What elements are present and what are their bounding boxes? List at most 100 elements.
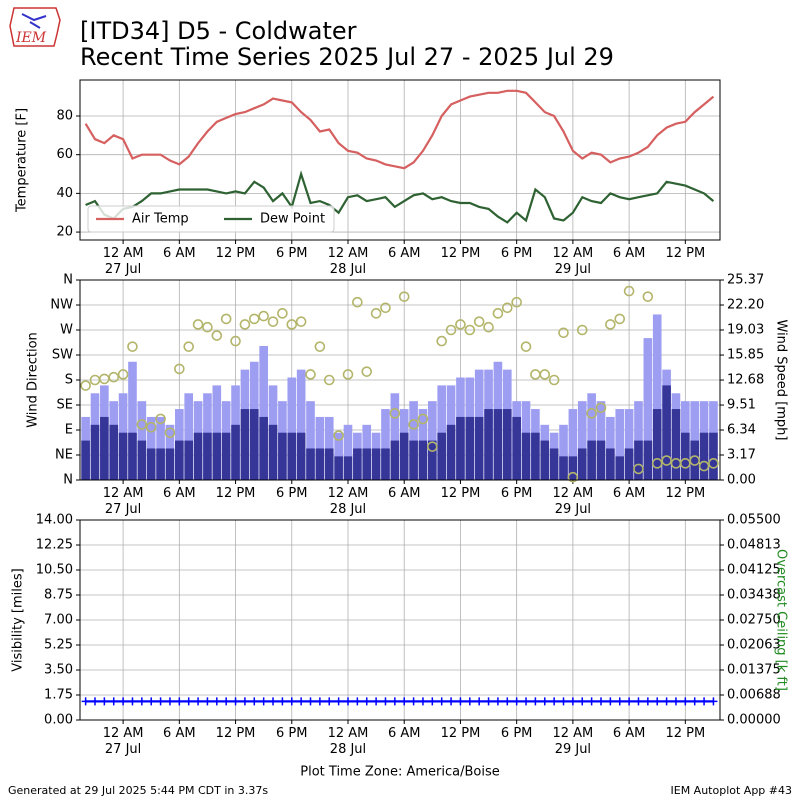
- marker: [447, 697, 456, 706]
- bar: [418, 440, 428, 480]
- panel: N NE E SE S SW W NW N 0.00 3.17 6.34 9.51 12.68 15.85 1…: [26, 273, 789, 488]
- direction-point: [708, 458, 719, 469]
- y2-tick-label: 0.03438: [727, 588, 781, 603]
- y2-tick-label: 0.01375: [727, 663, 781, 678]
- x-tick-label: 12 AM 28 Jul: [327, 246, 369, 277]
- bar: [249, 409, 259, 480]
- direction-point: [530, 369, 541, 380]
- bar: [652, 314, 662, 480]
- bar: [287, 432, 297, 480]
- direction-point: [211, 330, 223, 341]
- plot-area: [81, 314, 718, 480]
- marker: [484, 697, 493, 706]
- marker: [437, 697, 446, 706]
- x-tick-label: 12 PM: [440, 246, 481, 261]
- marker: [400, 697, 409, 706]
- bar: [652, 409, 662, 480]
- direction-point: [548, 374, 560, 386]
- marker: [381, 697, 390, 706]
- bar: [577, 401, 587, 480]
- marker: [128, 697, 137, 706]
- marker: [550, 697, 559, 706]
- bar: [146, 416, 156, 480]
- marker: [194, 697, 203, 706]
- bar: [353, 448, 362, 480]
- bar: [296, 432, 306, 480]
- x-tick-label: 12 AM 27 Jul: [102, 246, 144, 277]
- marker: [465, 697, 474, 706]
- marker: [372, 697, 381, 706]
- bar: [315, 416, 325, 480]
- marker: [568, 697, 577, 706]
- bar: [559, 456, 568, 480]
- y-tick-label: 3.50: [44, 663, 73, 678]
- marker: [240, 697, 249, 706]
- bar: [231, 424, 240, 480]
- bar: [259, 416, 268, 480]
- bar: [343, 424, 353, 480]
- direction-point: [511, 296, 522, 308]
- direction-point: [183, 341, 194, 352]
- bar: [371, 448, 381, 480]
- direction-point: [342, 369, 354, 380]
- marker: [250, 697, 259, 706]
- y2-tick-label: 0.04125: [727, 563, 781, 578]
- bar: [596, 440, 606, 480]
- x-tick-label: 12 PM: [665, 486, 706, 501]
- bar: [203, 432, 212, 480]
- direction-point: [539, 369, 551, 380]
- direction-point: [455, 319, 466, 330]
- marker: [418, 697, 427, 706]
- bar: [521, 432, 531, 480]
- marker: [653, 697, 662, 706]
- series-line: [85, 170, 715, 224]
- bar: [428, 440, 437, 480]
- y-tick-label: S: [65, 373, 73, 388]
- bar: [184, 393, 194, 480]
- marker: [306, 697, 315, 706]
- bar: [409, 440, 418, 480]
- direction-point: [277, 308, 288, 319]
- y-tick-label: 60: [56, 147, 73, 162]
- y-tick-label: NE: [55, 448, 73, 463]
- y2-tick-label: 19.03: [727, 322, 764, 337]
- bar: [437, 432, 447, 480]
- bar: [184, 440, 194, 480]
- direction-point: [127, 341, 138, 352]
- marker: [456, 697, 465, 706]
- y-tick-label: 40: [56, 186, 73, 201]
- marker: [231, 697, 240, 706]
- x-tick-label: 12 AM 27 Jul: [102, 726, 144, 757]
- footer-right: IEM Autoplot App #43: [671, 784, 793, 797]
- x-tick-label: 12 PM: [215, 726, 256, 741]
- bar: [681, 432, 690, 480]
- marker: [596, 697, 605, 706]
- marker: [643, 697, 652, 706]
- y2-tick-label: 0.00688: [727, 688, 781, 703]
- bar: [390, 440, 400, 480]
- marker: [625, 697, 634, 706]
- bar: [259, 345, 268, 480]
- y-tick-label: 1.75: [44, 688, 73, 703]
- marker: [119, 697, 128, 706]
- marker: [81, 697, 90, 706]
- bar: [324, 448, 334, 480]
- bar: [549, 448, 559, 480]
- marker: [343, 697, 352, 706]
- logo: IEM: [9, 7, 61, 47]
- x-tick-label: 12 PM: [215, 486, 256, 501]
- y-tick-label: 10.50: [36, 563, 73, 578]
- y2-tick-label: 0.02063: [727, 638, 781, 653]
- x-tick-label: 6 AM: [612, 486, 646, 501]
- direction-point: [295, 316, 307, 327]
- bar: [118, 432, 128, 480]
- panel: 0.00 1.75 3.50 5.25 7.00 8.75 10.50 12.25 14.00 0…: [11, 513, 789, 780]
- plot-frame: [79, 519, 721, 721]
- marker: [90, 697, 99, 706]
- chart-title: [ITD34] D5 - Coldwater: [80, 17, 357, 45]
- direction-point: [436, 335, 447, 347]
- x-tick-label: 12 PM: [665, 726, 706, 741]
- y2-tick-label: 0.00: [727, 473, 756, 488]
- bar: [381, 448, 390, 480]
- x-tick-label: 12 PM: [665, 246, 706, 261]
